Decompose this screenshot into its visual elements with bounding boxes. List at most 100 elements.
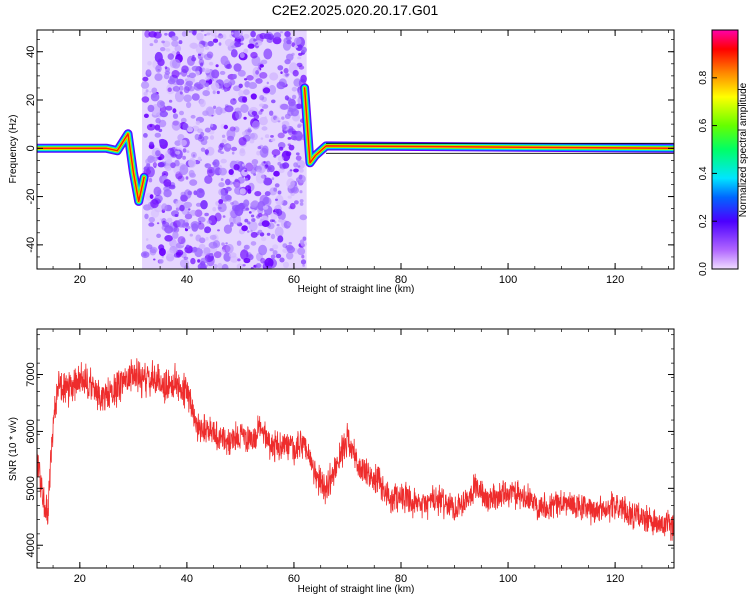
noise-blob [224, 105, 234, 113]
noise-blob [208, 61, 214, 66]
noise-blob [187, 126, 193, 133]
noise-blob [270, 211, 278, 220]
noise-blob [270, 135, 274, 138]
snr-y-label: SNR (10 * v/v) [8, 417, 19, 481]
noise-blob [278, 168, 285, 174]
noise-blob [260, 108, 264, 112]
noise-blob [233, 164, 240, 171]
noise-blob [206, 32, 211, 36]
noise-blob [267, 265, 272, 269]
noise-blob [225, 186, 232, 192]
noise-blob [263, 196, 270, 205]
noise-blob [268, 84, 277, 95]
noise-blob [176, 78, 185, 86]
noise-blob [224, 38, 234, 47]
noise-blob [301, 254, 305, 259]
noise-blob [187, 211, 190, 214]
noise-blob [224, 201, 227, 205]
noise-blob [244, 129, 251, 137]
noise-blob [140, 251, 150, 258]
noise-blob [150, 92, 160, 102]
noise-blob [149, 141, 154, 146]
noise-blob [260, 137, 264, 140]
noise-blob [275, 198, 278, 201]
noise-blob [269, 72, 279, 81]
noise-blob [287, 143, 291, 147]
noise-blob [159, 259, 164, 264]
noise-blob [171, 35, 179, 41]
noise-blob [219, 70, 226, 75]
noise-blob [282, 162, 290, 169]
noise-blob [223, 59, 230, 66]
noise-blob [246, 75, 254, 81]
noise-blob [141, 96, 150, 103]
noise-blob [218, 199, 224, 205]
noise-blob [204, 127, 211, 133]
noise-blob [218, 42, 222, 46]
noise-blob [251, 159, 259, 165]
x-tick-label: 80 [395, 274, 407, 286]
x-tick-label: 40 [181, 573, 193, 585]
noise-blob [291, 86, 298, 92]
noise-blob [168, 99, 173, 103]
noise-blob [183, 201, 193, 209]
noise-blob [150, 199, 159, 209]
noise-blob [257, 146, 262, 150]
noise-blob [299, 190, 303, 194]
y-tick-label: -40 [25, 237, 37, 253]
noise-blob [220, 191, 225, 196]
noise-blob [171, 59, 181, 69]
noise-blob [247, 221, 251, 225]
noise-blob [244, 169, 248, 172]
snr-y-ticks: 4000 5000 6000 7000 [25, 334, 674, 563]
noise-blob [185, 176, 189, 180]
figure-title: C2E2.2025.020.20.17.G01 [272, 2, 439, 18]
noise-blob [189, 209, 197, 216]
noise-blob [250, 168, 257, 175]
noise-blob [293, 168, 299, 173]
noise-blob [257, 229, 263, 234]
noise-blob [281, 116, 285, 120]
noise-blob [212, 38, 219, 43]
noise-blob [174, 159, 180, 167]
x-tick-label: 120 [606, 274, 624, 286]
noise-blob [189, 172, 196, 178]
noise-blob [221, 134, 226, 138]
noise-blob [242, 163, 245, 167]
noise-blob [155, 64, 162, 73]
noise-blob [302, 236, 307, 241]
noise-blob [221, 242, 225, 246]
snr-x-ticks: 20 40 60 80 100 120 [52, 329, 669, 585]
noise-blob [184, 222, 189, 228]
noise-blob [292, 69, 299, 77]
noise-blob [277, 155, 284, 162]
noise-blob [284, 95, 289, 101]
noise-blob [239, 52, 245, 59]
noise-blob [245, 185, 252, 191]
noise-blob [219, 142, 225, 148]
noise-blob [286, 39, 292, 45]
noise-blob [288, 102, 298, 113]
noise-blob [187, 86, 195, 92]
noise-blob [287, 128, 296, 136]
noise-blob [195, 120, 201, 126]
noise-blob [226, 144, 232, 148]
noise-blob [196, 188, 205, 199]
noise-blob [158, 247, 166, 257]
noise-blob [276, 223, 280, 227]
noise-blob [299, 239, 305, 245]
noise-blob [276, 81, 286, 90]
noise-blob [250, 30, 256, 38]
noise-blob [271, 177, 275, 181]
noise-blob [179, 259, 190, 268]
noise-blob [257, 163, 266, 174]
noise-blob [250, 229, 253, 233]
noise-blob [280, 103, 289, 110]
noise-blob [166, 217, 173, 223]
noise-blob [242, 264, 246, 267]
noise-blob [243, 199, 250, 207]
noise-blob [206, 51, 214, 59]
noise-blob [259, 95, 265, 101]
noise-blob [207, 40, 214, 47]
noise-blob [210, 82, 220, 91]
